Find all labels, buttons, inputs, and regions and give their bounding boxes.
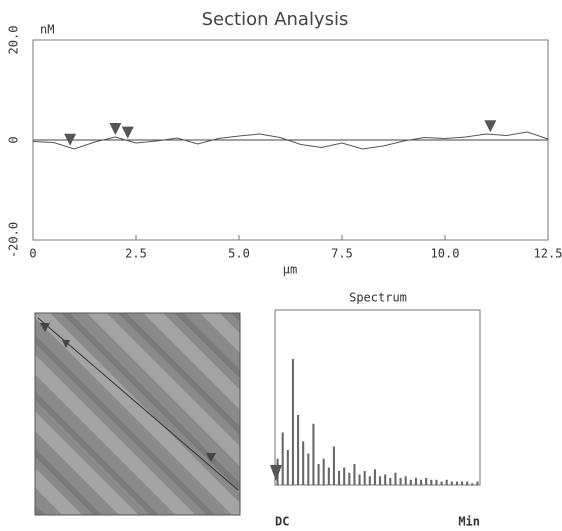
x-tick-label: 0 (29, 247, 36, 261)
y-tick-label: -20.0 (7, 222, 21, 258)
afm-image (34, 312, 241, 516)
spectrum-frame (274, 309, 481, 486)
cursor-marker (484, 120, 497, 133)
spectrum-bar (368, 476, 371, 485)
x-tick-label: 7.5 (331, 247, 353, 261)
spectrum-bar (322, 458, 325, 485)
x-end-label: Min (458, 515, 480, 529)
spectrum-bar (399, 478, 402, 485)
spectrum-bar (389, 478, 392, 485)
spectrum-bar (409, 479, 412, 485)
x-tick-label: 12.5 (534, 247, 562, 261)
spectrum-bar (291, 359, 294, 485)
spectrum-bar (476, 481, 479, 485)
x-tick-label: 5.0 (228, 247, 250, 261)
spectrum-bar (404, 476, 407, 485)
spectrum-bar (445, 479, 448, 485)
cursor-marker (64, 133, 77, 146)
spectrum-bar (420, 479, 423, 485)
spectrum-bar (302, 441, 305, 485)
spectrum-bar (430, 479, 433, 485)
spectrum-bar (327, 467, 330, 485)
spectrum-bar (343, 467, 346, 485)
spectrum-bar (461, 481, 464, 485)
spectrum-bar (297, 415, 300, 485)
spectrum-bar (348, 472, 351, 485)
x-tick-label: 10.0 (431, 247, 460, 261)
spectrum-bar (414, 478, 417, 485)
spectrum-bar (379, 476, 382, 485)
spectrum-bar (317, 464, 320, 485)
spectrum-bar (425, 478, 428, 485)
spectrum-bar (281, 432, 284, 485)
spectrum-bar (471, 483, 474, 485)
spectrum-bar (440, 481, 443, 485)
spectrum-bar (435, 479, 438, 485)
spectrum-bar (338, 471, 341, 485)
x-tick-label: 2.5 (125, 247, 147, 261)
y-unit: nM (40, 23, 54, 37)
dc-marker (270, 465, 282, 481)
spectrum-bar (307, 453, 310, 485)
x-start-label: DC (275, 515, 289, 529)
spectrum-bar (312, 423, 315, 485)
cursor-marker (121, 126, 134, 139)
spectrum-bar (394, 472, 397, 485)
y-tick-label: 20.0 (7, 26, 21, 55)
spectrum-bar (384, 474, 387, 485)
spectrum-bar (286, 450, 289, 485)
chart-title: Section Analysis (202, 9, 349, 30)
spectrum-bar (455, 481, 458, 485)
y-tick-label: 0 (7, 136, 21, 143)
spectrum-bar (373, 469, 376, 485)
spectrum-bar (363, 471, 366, 485)
profile-line (32, 131, 549, 150)
spectrum-title: Spectrum (349, 291, 407, 305)
x-unit: μm (283, 263, 297, 277)
spectrum-bar (332, 446, 335, 485)
cursor-marker (109, 123, 122, 135)
spectrum-bar (358, 474, 361, 485)
spectrum-bar (466, 481, 469, 485)
spectrum-bar (353, 464, 356, 485)
spectrum-bar (450, 481, 453, 485)
